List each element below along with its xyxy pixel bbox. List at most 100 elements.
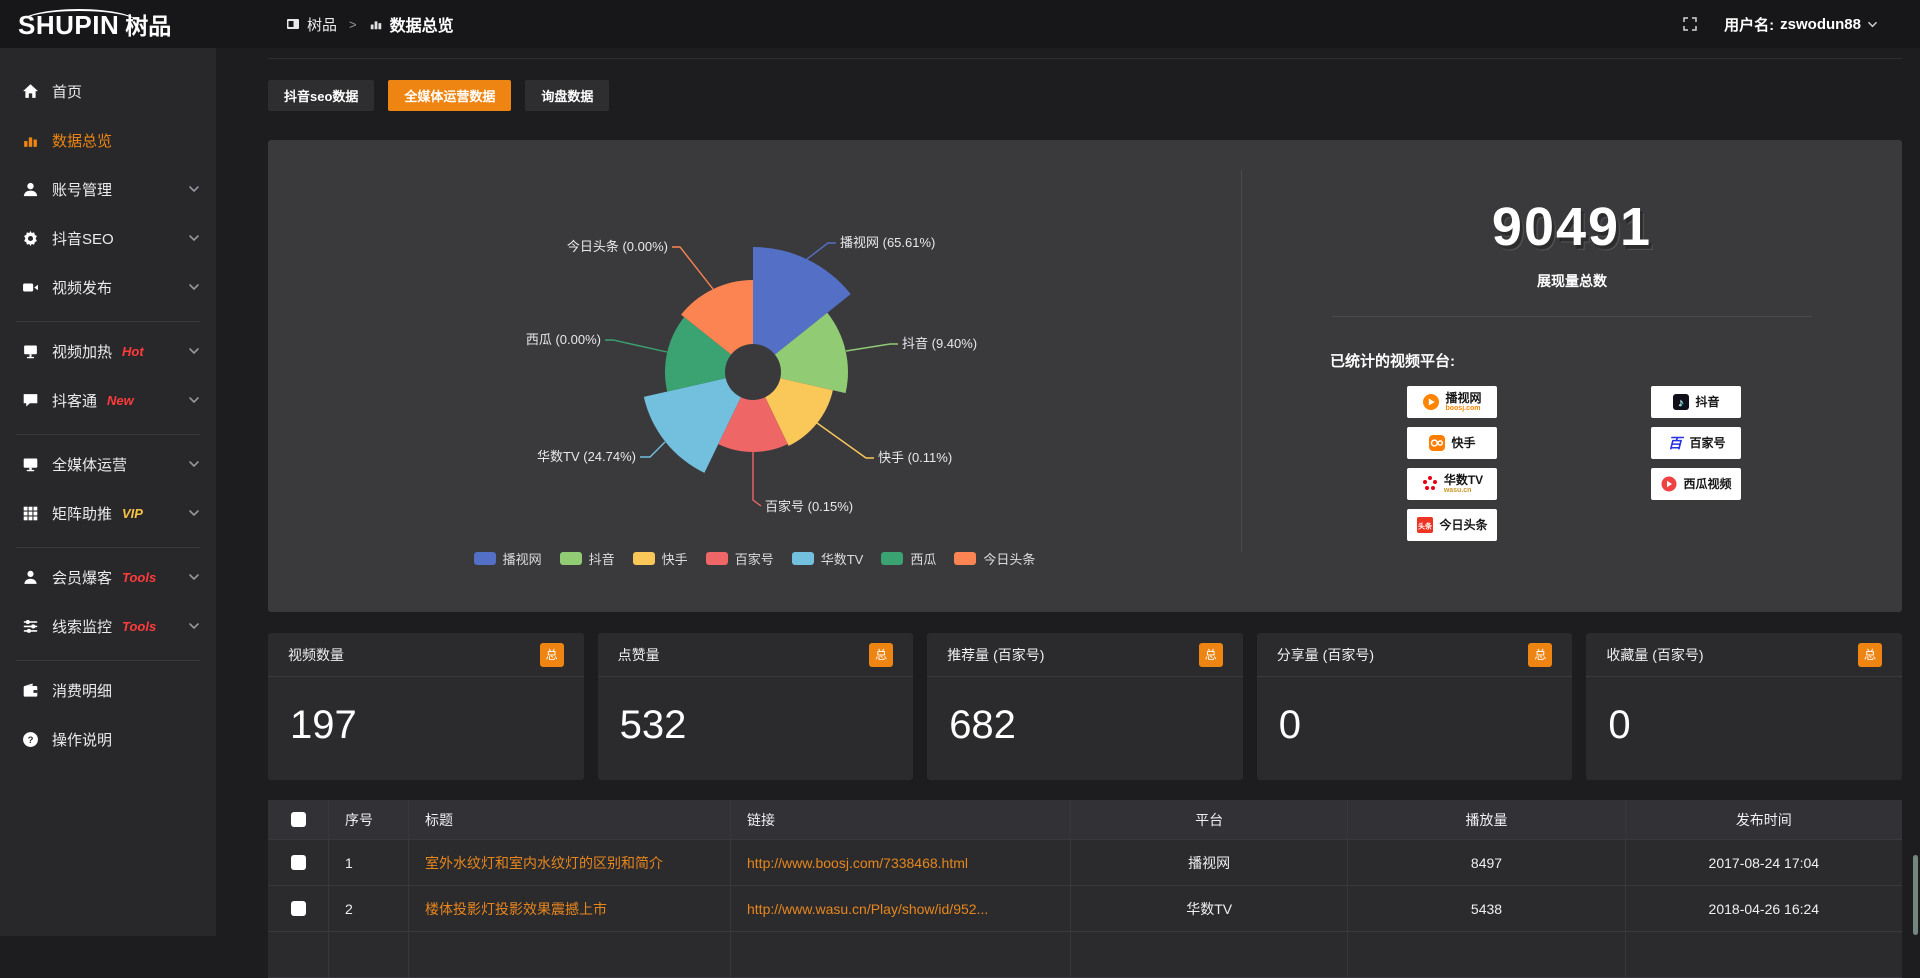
total-badge[interactable]: 总 <box>539 642 564 667</box>
vertical-divider <box>1241 170 1242 552</box>
row-link-cell: http://www.boosj.com/7338468.html <box>730 840 1070 885</box>
legend-marker <box>632 552 655 565</box>
sidebar-item-douketong[interactable]: 抖客通 New <box>0 380 216 420</box>
breadcrumb-item-root[interactable]: 树品 <box>307 16 338 34</box>
pie-slice-toutiao[interactable] <box>681 280 753 372</box>
chevron-down-icon <box>188 620 200 632</box>
pie-label-line-wasu <box>640 441 666 458</box>
legend-item-kuaishou[interactable]: 快手 <box>632 549 688 568</box>
row-checkbox-cell <box>268 886 328 931</box>
legend-item-baijiahao[interactable]: 百家号 <box>705 549 774 568</box>
row-cell <box>268 932 328 977</box>
chat-icon <box>22 392 39 409</box>
douyin-logo-icon: ♪ ♪ <box>1672 393 1690 411</box>
stat-card-header: 收藏量 (百家号) 总 <box>1586 633 1902 677</box>
legend-item-toutiao[interactable]: 今日头条 <box>954 549 1035 568</box>
stat-card-label: 推荐量 (百家号) <box>947 646 1045 663</box>
chevron-down-icon <box>188 394 200 406</box>
table-row: 2 楼体投影灯投影效果震撼上市 http://www.wasu.cn/Play/sh… <box>268 886 1902 932</box>
tab-inquiry-data[interactable]: 询盘数据 <box>525 80 610 111</box>
scrollbar-thumb[interactable] <box>1913 855 1918 935</box>
pie-label-kuaishou: 快手 (0.11%) <box>878 450 952 465</box>
username-prefix: 用户名: <box>1724 16 1775 34</box>
platform-badge-kuaishou: 快手 <box>1407 427 1497 459</box>
username-value: zswodun88 <box>1780 15 1861 33</box>
platforms-title: 已统计的视频平台: <box>1330 353 1455 370</box>
sidebar-item-consumption-detail[interactable]: 消费明细 <box>0 670 216 710</box>
table-header-cell: 序号 <box>328 800 408 839</box>
select-all-checkbox[interactable] <box>290 812 306 827</box>
legend-item-douyin[interactable]: 抖音 <box>559 549 615 568</box>
video-title-link[interactable]: 楼体投影灯投影效果震撼上市 <box>425 900 607 917</box>
table-header-row: 序号 标题 链接 平台 播放量 发布时间 <box>268 800 1902 840</box>
platform-text: 华数TV wasu.cn <box>1444 474 1483 494</box>
platform-name: 抖音 <box>1695 394 1720 409</box>
sidebar-item-operation-guide[interactable]: ? 操作说明 <box>0 719 216 759</box>
stat-card-share-count: 分享量 (百家号) 总 0 <box>1256 633 1573 780</box>
sidebar-item-label: 视频发布 <box>52 279 113 297</box>
sidebar-item-badge: Tools <box>122 618 157 634</box>
video-url-link[interactable]: http://www.wasu.cn/Play/show/id/952... <box>747 900 989 917</box>
platform-text: 播视网 boosj.com <box>1445 392 1481 412</box>
legend-marker <box>881 552 904 565</box>
sidebar-item-video-heat[interactable]: 视频加热 Hot <box>0 331 216 371</box>
row-checkbox-cell <box>268 840 328 885</box>
chevron-down-icon <box>188 458 200 470</box>
bars-icon <box>22 132 39 149</box>
row-title-cell: 楼体投影灯投影效果震撼上市 <box>408 886 730 931</box>
person-icon <box>22 569 39 586</box>
sidebar-item-media-operation[interactable]: 全媒体运营 <box>0 444 216 484</box>
sidebar-divider <box>16 547 200 548</box>
user-menu[interactable]: 用户名: zswodun88 <box>1724 14 1878 35</box>
row-plays-cell: 8497 <box>1347 840 1624 885</box>
svg-text:♪: ♪ <box>1678 397 1684 409</box>
platform-badge-wasu: 华数TV wasu.cn <box>1407 468 1497 500</box>
data-tabs: 抖音seo数据 全媒体运营数据 询盘数据 <box>268 80 610 111</box>
total-badge[interactable]: 总 <box>869 642 894 667</box>
sidebar-item-data-overview[interactable]: 数据总览 <box>0 120 216 160</box>
row-title-cell: 室外水纹灯和室内水纹灯的区别和简介 <box>408 840 730 885</box>
platform-name: 华数TV <box>1443 473 1484 488</box>
sidebar-item-label: 抖音SEO <box>52 230 114 248</box>
total-badge[interactable]: 总 <box>1198 642 1223 667</box>
tab-douyin-seo-data[interactable]: 抖音seo数据 <box>268 80 375 111</box>
sidebar-item-douyin-seo[interactable]: 抖音SEO <box>0 218 216 258</box>
stat-card-value: 0 <box>1278 703 1302 747</box>
row-checkbox[interactable] <box>290 855 306 870</box>
fullscreen-icon[interactable] <box>1682 16 1698 32</box>
total-impressions-label: 展现量总数 <box>1537 273 1607 289</box>
tab-media-operation-data[interactable]: 全媒体运营数据 <box>388 80 512 111</box>
row-link-cell: http://www.wasu.cn/Play/show/id/952... <box>730 886 1070 931</box>
content-divider <box>268 58 1902 59</box>
sidebar-item-lead-monitor[interactable]: 线索监控 Tools <box>0 606 216 646</box>
rose-chart: 播视网 (65.61%) 抖音 (9.40%) 快手 (0.11%) 百家号 (0.1… <box>526 235 977 514</box>
row-platform-cell: 华数TV <box>1070 886 1347 931</box>
row-checkbox[interactable] <box>290 901 306 916</box>
pie-slice-baijiahao[interactable] <box>718 372 788 453</box>
pie-slice-wasu[interactable] <box>643 372 753 473</box>
sidebar-item-member-baoke[interactable]: 会员爆客 Tools <box>0 557 216 597</box>
legend-label: 播视网 <box>502 552 542 567</box>
platform-badge-boosj: 播视网 boosj.com <box>1407 386 1497 418</box>
total-badge[interactable]: 总 <box>1528 642 1553 667</box>
row-time-cell: 2017-08-24 17:04 <box>1624 840 1902 885</box>
video-title-link[interactable]: 室外水纹灯和室内水纹灯的区别和简介 <box>425 854 663 871</box>
pie-slice-boosj[interactable] <box>753 247 851 372</box>
sidebar-item-label: 抖客通 <box>52 392 98 410</box>
legend-item-boosj[interactable]: 播视网 <box>473 549 542 568</box>
video-url-link[interactable]: http://www.boosj.com/7338468.html <box>747 854 969 871</box>
wasu-logo-icon <box>1421 475 1439 493</box>
table-header-checkbox-cell <box>268 800 328 839</box>
sidebar-item-home[interactable]: 首页 <box>0 71 216 111</box>
row-time-cell: 2018-04-26 16:24 <box>1624 886 1902 931</box>
sidebar-item-video-publish[interactable]: 视频发布 <box>0 267 216 307</box>
topbar: SHUPIN 树品 树品 > 数据总览 用户名: zswodun88 <box>0 0 1920 48</box>
legend-label: 今日头条 <box>983 552 1036 567</box>
legend-item-wasu[interactable]: 华数TV <box>791 549 863 568</box>
sidebar-item-account-management[interactable]: 账号管理 <box>0 169 216 209</box>
sidebar-item-matrix-boost[interactable]: 矩阵助推 VIP <box>0 493 216 533</box>
sidebar-item-label: 消费明细 <box>52 682 113 700</box>
total-badge[interactable]: 总 <box>1857 642 1882 667</box>
row-cell <box>1347 932 1624 977</box>
legend-item-xigua[interactable]: 西瓜 <box>881 549 936 568</box>
